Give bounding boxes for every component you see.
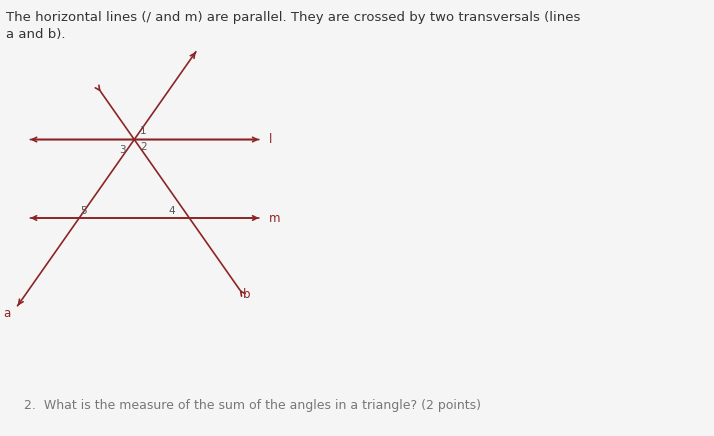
Text: 3: 3 — [119, 145, 126, 155]
Text: l: l — [268, 133, 272, 146]
Text: 5: 5 — [81, 206, 87, 216]
Text: The horizontal lines (/ and m) are parallel. They are crossed by two transversal: The horizontal lines (/ and m) are paral… — [6, 11, 580, 24]
Text: a and b).: a and b). — [6, 28, 65, 41]
Text: 4: 4 — [169, 206, 176, 216]
Text: 1: 1 — [140, 126, 146, 136]
Text: m: m — [268, 211, 280, 225]
Text: a: a — [4, 307, 11, 320]
Text: 2.  What is the measure of the sum of the angles in a triangle? (2 points): 2. What is the measure of the sum of the… — [24, 399, 481, 412]
Text: b: b — [243, 289, 251, 301]
Text: 2: 2 — [140, 143, 146, 153]
